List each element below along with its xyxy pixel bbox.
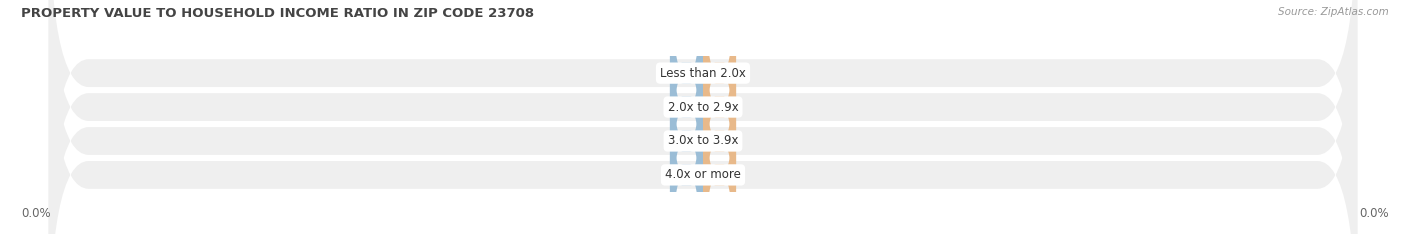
Text: 0.0%: 0.0% (706, 68, 733, 78)
Text: 0.0%: 0.0% (673, 136, 700, 146)
FancyBboxPatch shape (703, 67, 737, 234)
Text: 0.0%: 0.0% (706, 136, 733, 146)
Text: PROPERTY VALUE TO HOUSEHOLD INCOME RATIO IN ZIP CODE 23708: PROPERTY VALUE TO HOUSEHOLD INCOME RATIO… (21, 7, 534, 20)
Text: Source: ZipAtlas.com: Source: ZipAtlas.com (1278, 7, 1389, 17)
FancyBboxPatch shape (49, 0, 1357, 234)
FancyBboxPatch shape (49, 0, 1357, 234)
FancyBboxPatch shape (49, 0, 1357, 234)
Text: 0.0%: 0.0% (673, 68, 700, 78)
Text: 4.0x or more: 4.0x or more (665, 168, 741, 181)
Text: 0.0%: 0.0% (1360, 207, 1389, 220)
FancyBboxPatch shape (703, 0, 737, 181)
FancyBboxPatch shape (703, 0, 737, 215)
FancyBboxPatch shape (669, 0, 703, 215)
FancyBboxPatch shape (669, 0, 703, 181)
Text: Less than 2.0x: Less than 2.0x (659, 67, 747, 80)
Text: 0.0%: 0.0% (706, 102, 733, 112)
Text: 0.0%: 0.0% (706, 170, 733, 180)
Text: 3.0x to 3.9x: 3.0x to 3.9x (668, 135, 738, 147)
FancyBboxPatch shape (49, 0, 1357, 234)
Text: 2.0x to 2.9x: 2.0x to 2.9x (668, 101, 738, 113)
Text: 0.0%: 0.0% (21, 207, 51, 220)
FancyBboxPatch shape (669, 67, 703, 234)
Text: 0.0%: 0.0% (673, 170, 700, 180)
Text: 0.0%: 0.0% (673, 102, 700, 112)
FancyBboxPatch shape (703, 33, 737, 234)
FancyBboxPatch shape (669, 33, 703, 234)
